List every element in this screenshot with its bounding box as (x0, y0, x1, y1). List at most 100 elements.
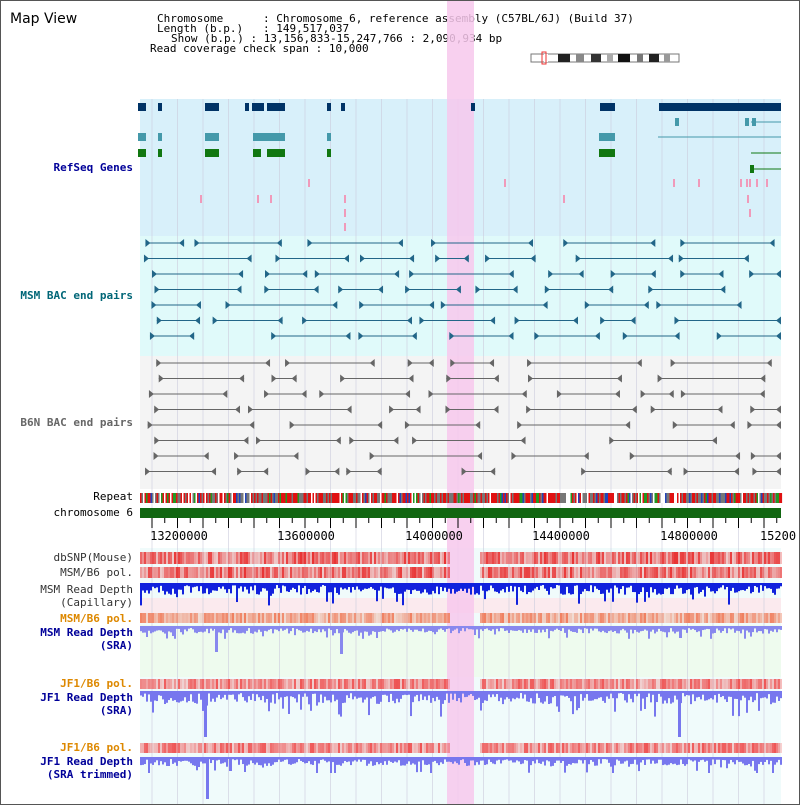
depth-bar (474, 757, 476, 766)
depth-bar (478, 583, 480, 595)
track-label-jf1-depth-trim-1[interactable]: JF1 Read Depth (40, 755, 133, 768)
depth-bar (272, 691, 274, 695)
heat-mark (268, 613, 270, 623)
depth-bar (382, 691, 384, 695)
heat-mark (186, 613, 188, 623)
depth-bar (554, 691, 556, 697)
gene-exon (138, 133, 146, 141)
heat-mark (724, 613, 726, 623)
track-label-jf1-b6-pol-1[interactable]: JF1/B6 pol. (60, 677, 133, 690)
depth-bar (438, 583, 440, 595)
variant-mark (257, 195, 259, 203)
depth-bar (376, 583, 378, 602)
depth-bar (198, 757, 200, 768)
heat-mark (778, 567, 780, 578)
depth-bar (670, 757, 672, 764)
depth-bar (322, 626, 324, 630)
heat-mark (442, 679, 444, 689)
heat-mark (646, 613, 648, 623)
track-label-jf1-b6-pol-2[interactable]: JF1/B6 pol. (60, 741, 133, 754)
repeat-mark (192, 493, 195, 503)
repeat-mark (540, 493, 543, 503)
track-label-msm-b6-pol-2[interactable]: MSM/B6 pol. (60, 612, 133, 625)
heat-mark (728, 567, 730, 578)
depth-bar (278, 583, 280, 589)
heat-mark (428, 552, 430, 564)
depth-bar (694, 691, 696, 702)
depth-bar (532, 626, 534, 630)
heat-mark (344, 567, 346, 578)
repeat-mark (407, 493, 409, 503)
track-label-refseq[interactable]: RefSeq Genes (53, 161, 133, 174)
track-label-msm-b6-pol-1[interactable]: MSM/B6 pol. (60, 566, 133, 579)
heat-mark (350, 567, 352, 578)
depth-bar (686, 691, 688, 695)
heat-mark (576, 743, 578, 753)
repeat-mark (405, 493, 408, 503)
repeat-mark (669, 493, 672, 503)
track-label-jf1-depth-sra-1[interactable]: JF1 Read Depth (40, 691, 133, 704)
heat-mark (752, 679, 754, 689)
track-label-msm-depth-sra-1[interactable]: MSM Read Depth (40, 626, 133, 639)
heat-mark (266, 567, 268, 578)
heat-mark (506, 679, 508, 689)
depth-bar (662, 583, 664, 595)
track-label-msm-bac[interactable]: MSM BAC end pairs (20, 289, 133, 302)
track-label-dbsnp[interactable]: dbSNP(Mouse) (53, 551, 133, 564)
heat-mark (224, 613, 226, 623)
depth-bar (168, 757, 170, 766)
heat-mark (354, 567, 356, 578)
depth-bar (634, 626, 636, 630)
heat-mark (604, 743, 606, 753)
heat-mark (414, 567, 416, 578)
depth-bar (602, 626, 604, 631)
track-label-b6n-bac[interactable]: B6N BAC end pairs (20, 416, 133, 429)
depth-bar (184, 626, 186, 630)
depth-bar (356, 583, 358, 587)
heat-mark (650, 552, 652, 564)
depth-bar (268, 583, 270, 606)
depth-bar (242, 691, 244, 698)
depth-bar (524, 626, 526, 630)
heat-mark (288, 552, 290, 564)
depth-bar (622, 626, 624, 629)
repeat-mark (335, 493, 337, 503)
heat-mark (704, 743, 706, 753)
repeat-mark (353, 493, 355, 503)
depth-bar (656, 757, 658, 764)
heat-mark (302, 552, 304, 564)
repeat-mark (390, 493, 393, 503)
depth-bar (392, 626, 394, 633)
heat-mark (378, 679, 380, 689)
heat-mark (358, 567, 360, 578)
track-label-msm-depth-cap-1[interactable]: MSM Read Depth (40, 583, 133, 596)
heat-mark (204, 552, 206, 564)
depth-bar (604, 757, 606, 760)
depth-bar (352, 757, 354, 762)
repeat-mark (507, 493, 510, 503)
heat-mark (726, 567, 728, 578)
heat-mark (742, 552, 744, 564)
bac-end-marker (575, 254, 581, 263)
bac-end-marker (630, 316, 636, 325)
heat-mark (530, 743, 532, 753)
depth-bar (346, 691, 348, 696)
heat-mark (646, 743, 648, 753)
repeat-mark (215, 493, 217, 503)
depth-bar (704, 691, 706, 701)
heat-mark (500, 679, 502, 689)
depth-bar (408, 691, 410, 695)
depth-bar (648, 626, 650, 639)
depth-bar (598, 757, 600, 760)
depth-bar (398, 691, 400, 703)
bac-end-marker (428, 359, 434, 367)
heat-mark (642, 567, 644, 578)
depth-bar (776, 757, 778, 763)
heat-mark (542, 552, 544, 564)
depth-bar (540, 583, 542, 586)
heat-mark (746, 613, 748, 623)
repeat-mark (269, 493, 271, 503)
heat-mark (680, 613, 682, 623)
repeat-mark (494, 493, 496, 503)
